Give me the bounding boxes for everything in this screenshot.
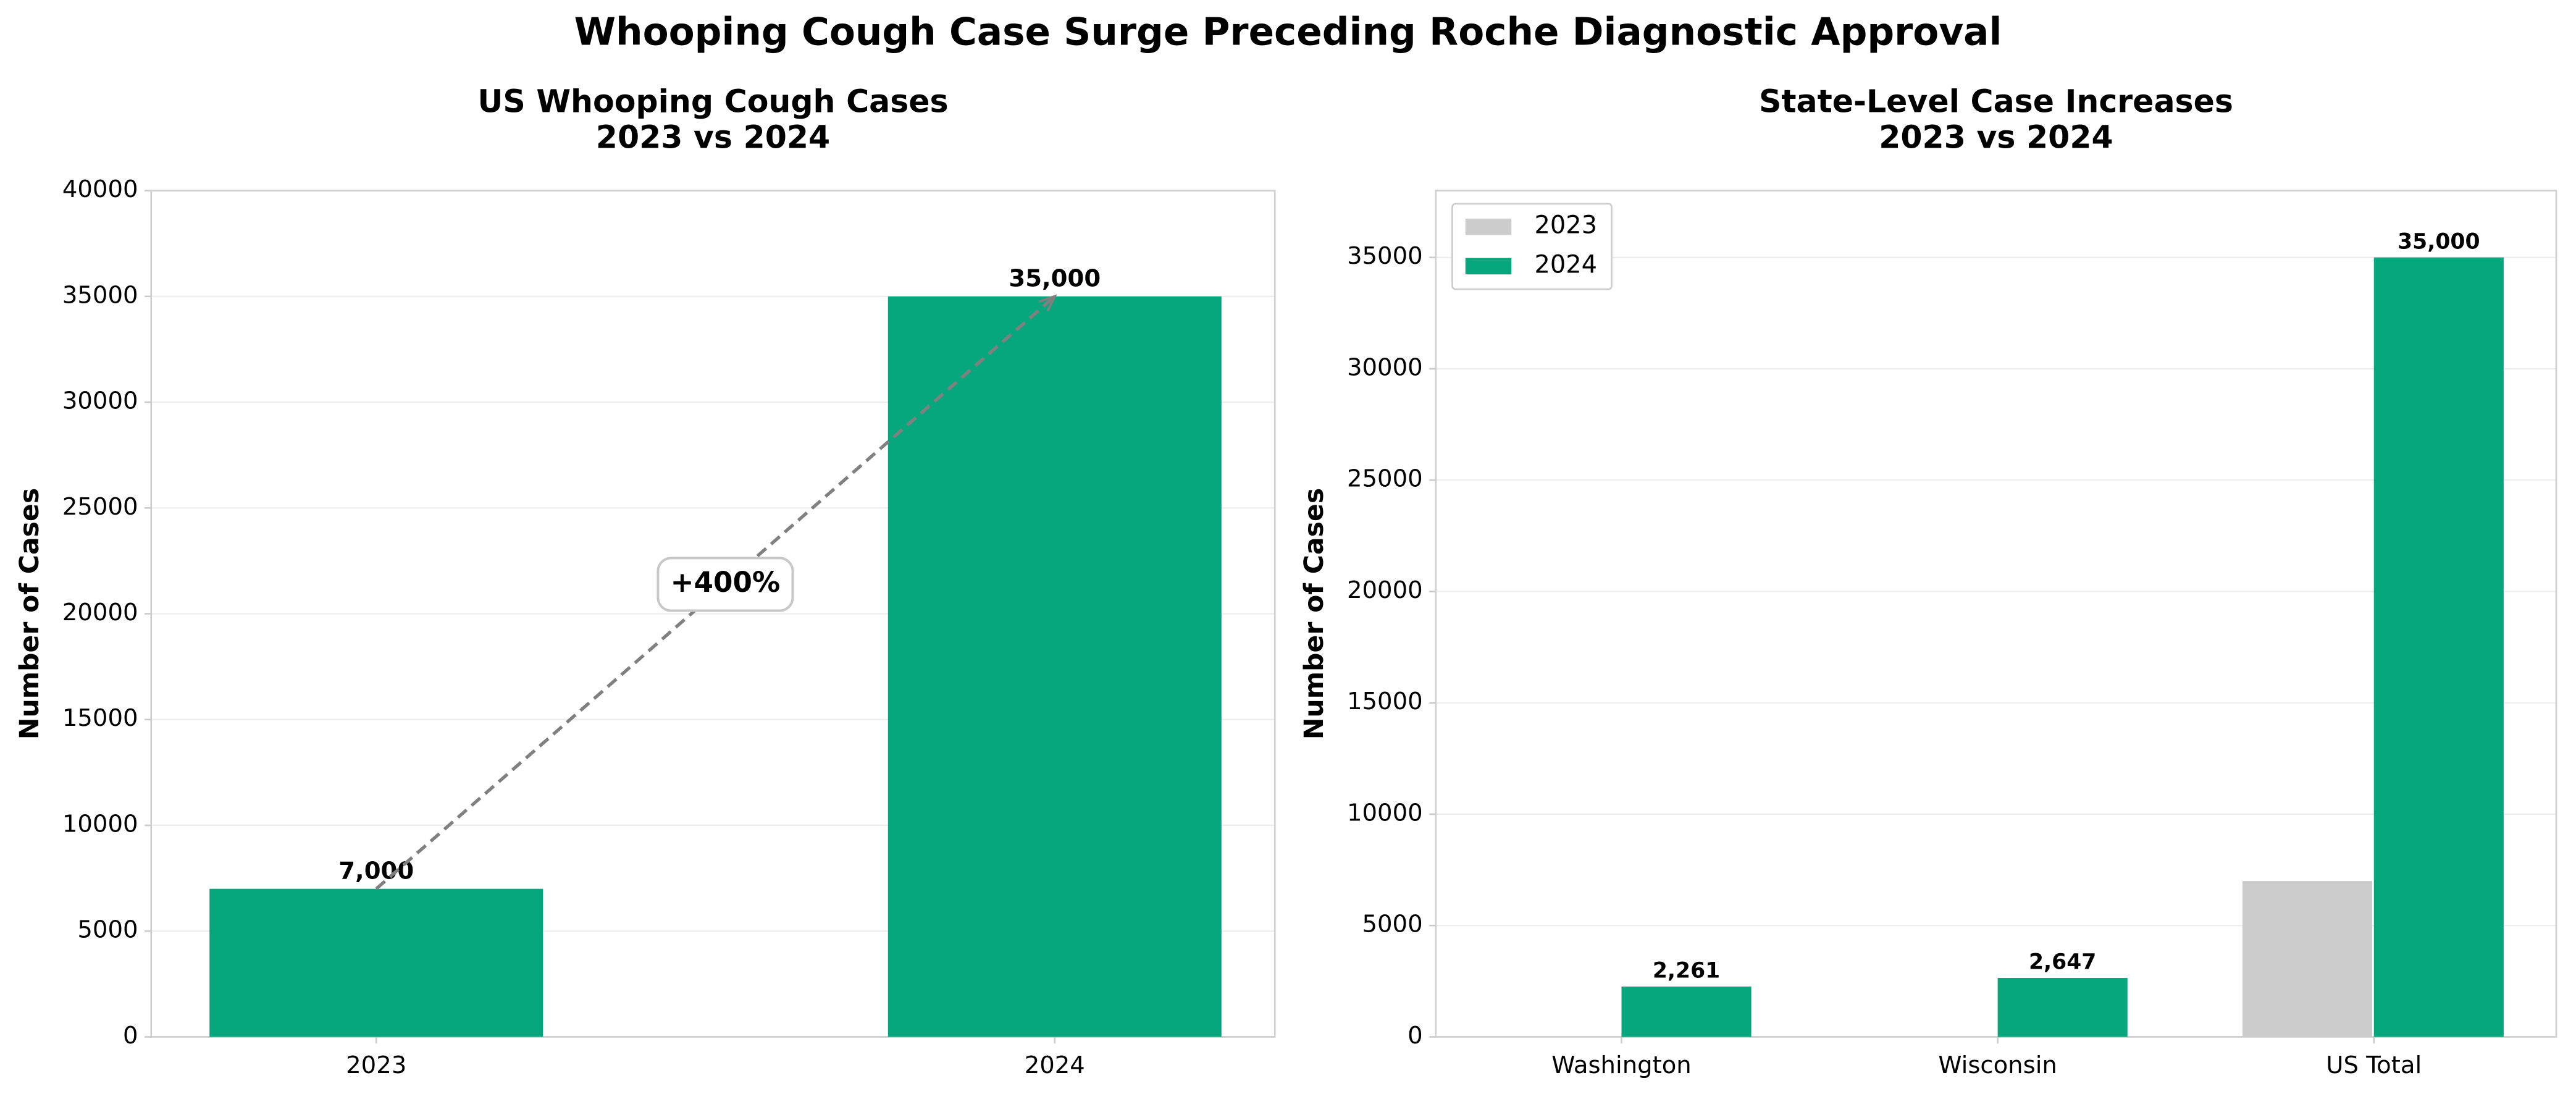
y-axis-label: Number of Cases	[15, 488, 45, 739]
plot-frame	[150, 190, 1276, 1038]
bar	[1621, 986, 1752, 1037]
y-tick-label: 40000	[62, 175, 138, 203]
value-label: 2,647	[2029, 950, 2096, 975]
bar	[1997, 978, 2128, 1037]
y-axis-label: Number of Cases	[1299, 488, 1330, 739]
y-tick-label: 25000	[1347, 465, 1423, 493]
x-tick-label: US Total	[2326, 1051, 2422, 1079]
y-tick-label: 10000	[1347, 799, 1423, 827]
x-tick-label: 2024	[1025, 1051, 1085, 1079]
plot-frame	[1435, 190, 2557, 1038]
y-tick-label: 5000	[77, 916, 138, 944]
bar	[2242, 881, 2373, 1037]
legend-label: 2024	[1534, 250, 1596, 279]
y-tick-label: 0	[1408, 1022, 1423, 1050]
arrow-head	[1038, 294, 1057, 312]
y-tick-label: 30000	[1347, 353, 1423, 381]
x-tick-label: Wisconsin	[1938, 1051, 2057, 1079]
figure-title: Whooping Cough Case Surge Preceding Roch…	[574, 10, 2002, 54]
chart-title: State-Level Case Increases 2023 vs 2024	[1759, 83, 2233, 155]
bar	[887, 296, 1222, 1037]
value-label: 35,000	[2398, 229, 2480, 254]
y-tick-label: 15000	[1347, 688, 1423, 715]
y-tick-label: 25000	[62, 493, 138, 521]
bar	[2373, 257, 2504, 1037]
y-tick-label: 5000	[1362, 911, 1423, 938]
legend-swatch	[1465, 258, 1512, 275]
value-label: 7,000	[338, 857, 414, 885]
y-tick-label: 10000	[62, 810, 138, 838]
legend-label: 2023	[1534, 211, 1596, 240]
value-label: 35,000	[1009, 265, 1101, 293]
y-tick-label: 35000	[62, 281, 138, 309]
bar	[209, 888, 543, 1037]
y-tick-label: 15000	[62, 704, 138, 732]
x-tick-label: 2023	[346, 1051, 406, 1079]
y-tick-label: 35000	[1347, 242, 1423, 270]
y-tick-label: 20000	[62, 599, 138, 626]
y-tick-label: 20000	[1347, 576, 1423, 604]
y-tick-label: 0	[123, 1022, 138, 1050]
legend-swatch	[1465, 218, 1512, 235]
x-tick-label: Washington	[1551, 1051, 1692, 1079]
y-tick-label: 30000	[62, 387, 138, 415]
annotation-box	[657, 557, 794, 612]
annotation: +400%	[671, 566, 781, 599]
chart-title: US Whooping Cough Cases 2023 vs 2024	[477, 83, 948, 155]
value-label: 2,261	[1653, 959, 1720, 983]
change-arrow	[375, 295, 1056, 890]
